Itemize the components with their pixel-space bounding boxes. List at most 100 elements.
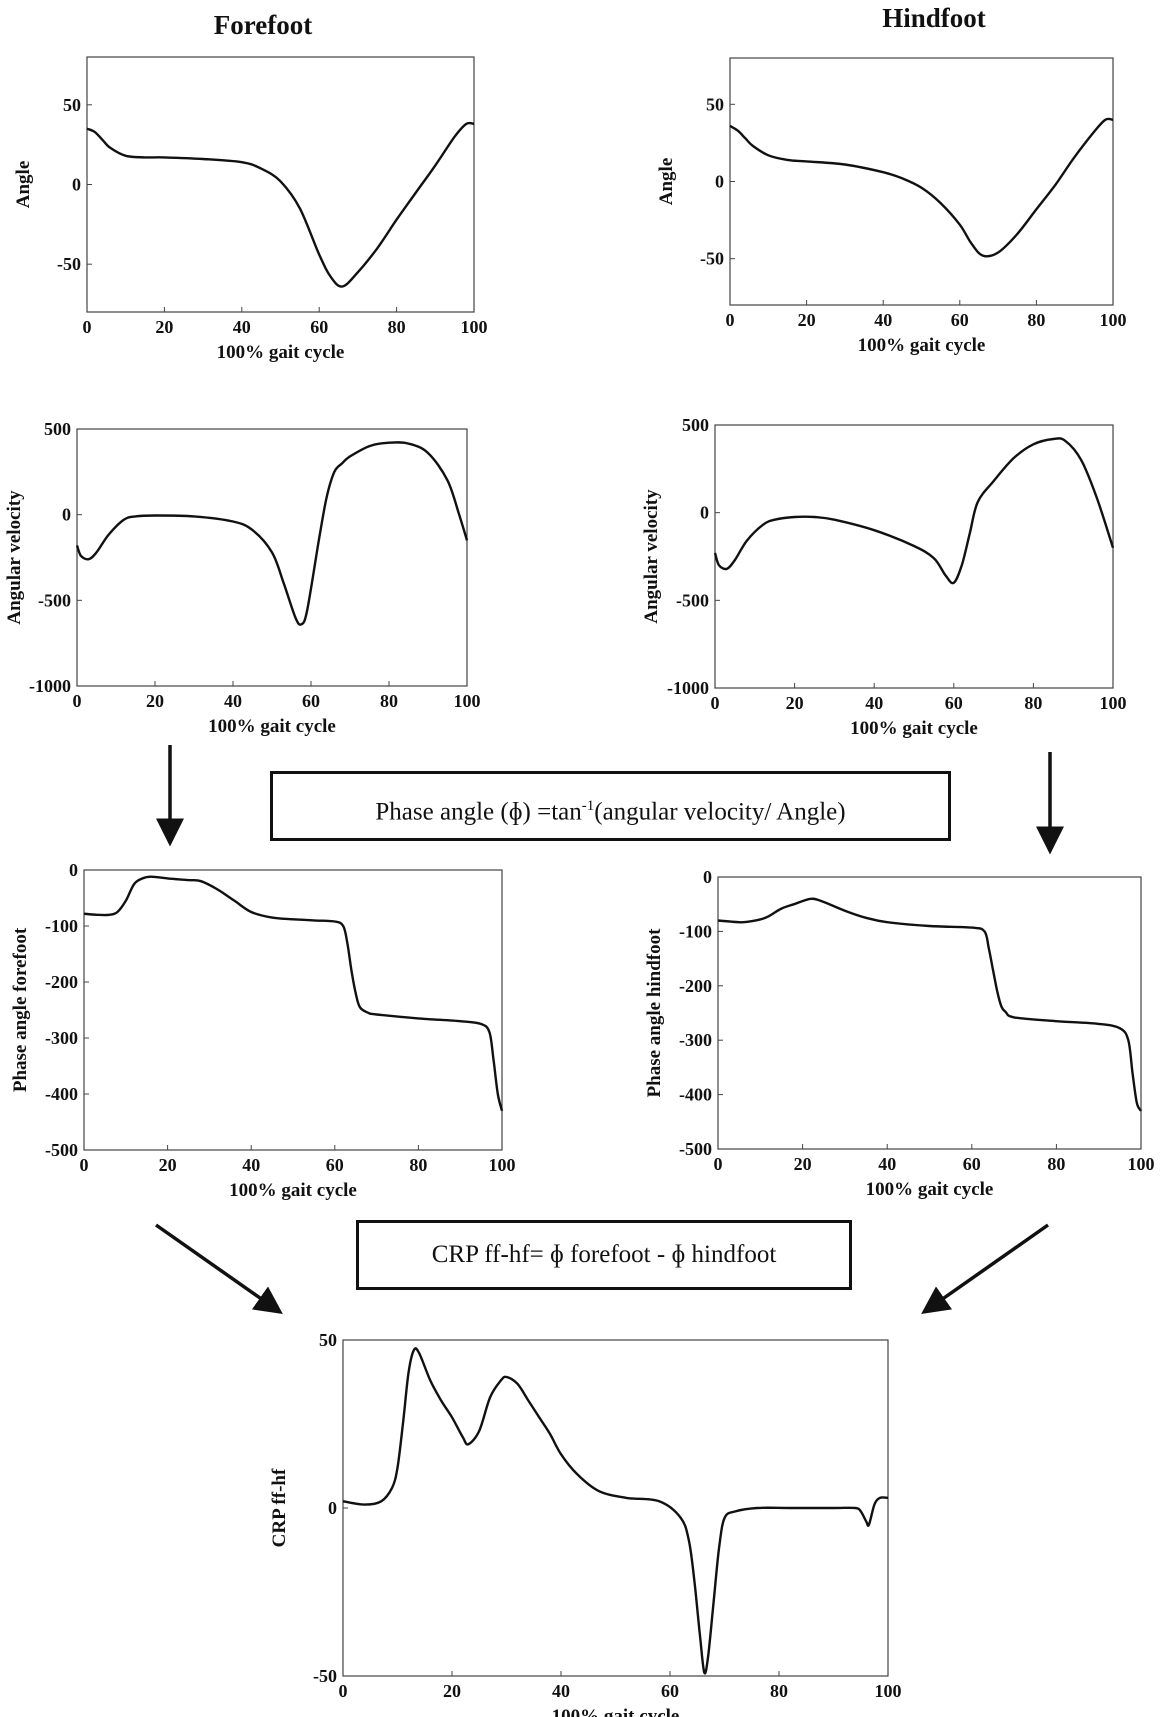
x-tick-label: 100 [1128,1154,1155,1174]
x-tick-label: 80 [1027,310,1045,330]
chart-forefoot-angle: 0 20 40 60 80 100 -50 0 50 100% gait cycle Angle [13,56,488,363]
x-tick-label: 60 [302,691,320,711]
x-tick-label: 100 [489,1155,516,1175]
arrow-hindfoot-to-crp [921,1223,1050,1315]
series-line [86,121,475,288]
y-axis-label: Angle [13,161,34,209]
series-line [717,897,1143,1112]
x-tick-label: 100 [454,691,481,711]
y-tick-label: -100 [45,916,78,936]
chart-hindfoot-angle: 0 20 40 60 80 100 -50 0 50 100% gait cycle Angle [656,57,1127,356]
x-tick-label: 60 [951,310,969,330]
y-tick-label: -200 [45,972,78,992]
x-tick-label: 40 [878,1154,896,1174]
series-line [713,437,1115,585]
x-tick-label: 40 [242,1155,260,1175]
phase-angle-formula-box: Phase angle (ɸ) =tan-1(angular velocity/… [270,771,951,841]
phi-symbol: ɸ [671,1241,686,1268]
crp-formula-mid: forefoot - [563,1241,672,1268]
y-tick-label: 0 [69,860,78,880]
phi-symbol: ɸ [508,798,523,826]
y-axis-label: Angular velocity [641,489,662,624]
y-tick-label: 50 [319,1330,337,1350]
x-tick-label: 60 [310,317,328,337]
plot-frame [76,428,468,687]
chart-hindfoot-phase: 0 20 40 60 80 100 -500 -400 -300 -200 -100 0 100% ga… [644,867,1155,1200]
y-tick-label: 0 [72,175,81,195]
chart-forefoot-phase: 0 20 40 60 80 100 -500 -400 -300 -200 -100 0 100% ga… [10,860,516,1201]
plot-frame [83,869,503,1151]
x-tick-label: 100 [1100,310,1127,330]
plot-frame [717,876,1142,1150]
x-tick-label: 40 [874,310,892,330]
y-tick-label: -300 [45,1028,78,1048]
chart-forefoot-velocity: 0 20 40 60 80 100 -1000 -500 0 500 100% gait cycle… [4,419,481,737]
x-tick-label: 40 [224,691,242,711]
x-axis-label: 100% gait cycle [217,342,345,363]
x-tick-label: 80 [409,1155,427,1175]
y-tick-label: -500 [679,1139,712,1159]
x-tick-label: 20 [786,693,804,713]
series-line [342,1347,889,1675]
series-line [729,117,1114,258]
y-axis-label: Angular velocity [4,490,25,625]
phase-formula-after: (angular velocity/ Angle) [594,798,846,826]
x-tick-label: 0 [83,317,92,337]
y-tick-label: -500 [45,1140,78,1160]
series-line [75,441,469,626]
y-tick-label: 0 [62,505,71,525]
x-tick-label: 20 [155,317,173,337]
x-tick-label: 60 [945,693,963,713]
series-line [83,875,504,1112]
y-tick-label: -200 [679,976,712,996]
y-tick-label: 0 [328,1498,337,1518]
x-axis-label: 100% gait cycle [208,716,336,737]
x-tick-label: 100 [875,1681,902,1701]
hindfoot-column-title: Hindfoot [882,3,986,33]
x-tick-label: 40 [552,1681,570,1701]
x-tick-label: 80 [388,317,406,337]
x-tick-label: 0 [339,1681,348,1701]
forefoot-column-title: Forefoot [213,10,313,40]
x-axis-label: 100% gait cycle [552,1706,680,1717]
x-tick-label: 80 [1047,1154,1065,1174]
y-tick-label: 0 [700,503,709,523]
x-tick-label: 0 [711,693,720,713]
phase-formula-mid: ) =tan [522,798,582,826]
x-tick-label: 60 [326,1155,344,1175]
x-tick-label: 100 [1100,693,1127,713]
x-tick-label: 20 [159,1155,177,1175]
x-tick-label: 0 [714,1154,723,1174]
phi-symbol: ɸ [550,1241,564,1268]
y-tick-label: -500 [38,590,71,610]
y-axis-label: Phase angle forefoot [10,927,31,1092]
x-tick-label: 20 [794,1154,812,1174]
x-tick-label: 20 [146,691,164,711]
x-tick-label: 0 [726,310,735,330]
y-tick-label: -1000 [29,676,71,696]
y-tick-label: 0 [715,172,724,192]
chart-hindfoot-velocity: 0 20 40 60 80 100 -1000 -500 0 500 100% gait cycle… [641,415,1127,739]
x-tick-label: 60 [963,1154,981,1174]
y-axis-label: Angle [656,158,677,206]
x-tick-label: 60 [661,1681,679,1701]
arrow-forefoot-to-crp [154,1223,283,1315]
y-tick-label: -50 [700,249,724,269]
x-tick-label: 40 [865,693,883,713]
phase-formula-before: Phase angle ( [375,798,509,826]
x-tick-label: 20 [443,1681,461,1701]
crp-formula-after: hindfoot [685,1241,777,1268]
x-axis-label: 100% gait cycle [866,1179,994,1200]
x-axis-label: 100% gait cycle [850,718,978,739]
y-tick-label: 500 [682,415,709,435]
x-tick-label: 40 [233,317,251,337]
y-tick-label: -50 [57,254,81,274]
y-tick-label: -50 [313,1666,337,1686]
y-tick-label: -1000 [667,678,709,698]
y-tick-label: 50 [63,95,81,115]
y-tick-label: -500 [676,590,709,610]
x-tick-label: 0 [73,691,82,711]
crp-formula-box: CRP ff-hf= ɸ forefoot - ɸ hindfoot [356,1220,852,1290]
y-axis-label: Phase angle hindfoot [644,928,665,1098]
